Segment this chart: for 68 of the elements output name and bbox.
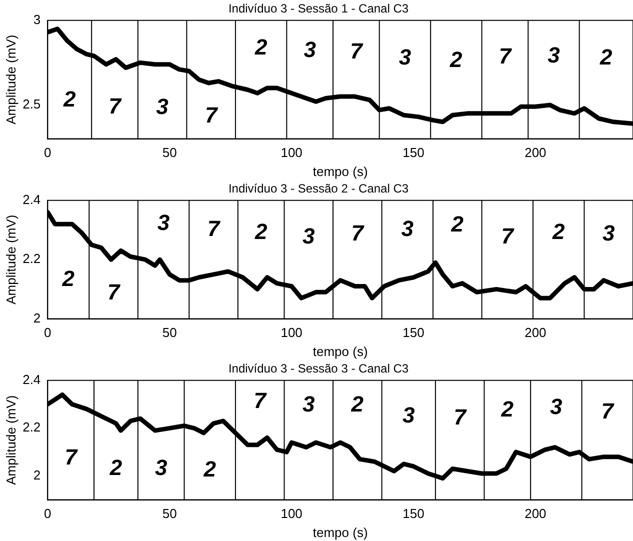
annotation: 2 <box>551 218 566 244</box>
annotation: 2 <box>500 396 514 422</box>
y-tick-label: 2.2 <box>22 420 41 435</box>
annotation: 2 <box>254 34 268 60</box>
annotation: 7 <box>501 223 516 248</box>
annotation: 3 <box>157 210 170 236</box>
annotation: 7 <box>454 404 468 430</box>
annotation: 2 <box>450 212 464 237</box>
x-tick-label: 100 <box>280 506 302 522</box>
x-tick-label: 100 <box>280 145 302 160</box>
chart-title: Indivíduo 3 - Sessão 1 - Canal C3 <box>228 2 409 16</box>
annotation: 7 <box>204 102 219 128</box>
annotation: 2 <box>61 266 76 291</box>
annotation: 3 <box>548 42 560 68</box>
y-tick-label: 2.5 <box>22 96 41 112</box>
x-tick-label: 150 <box>402 506 424 522</box>
annotation: 7 <box>601 398 616 424</box>
annotation: 2 <box>449 46 464 72</box>
annotation: 3 <box>550 394 562 419</box>
annotation: 7 <box>351 220 366 246</box>
x-axis-title: tempo (s) <box>312 344 368 359</box>
y-axis-title: Amplitude (mV) <box>3 395 18 485</box>
y-tick-label: 2.4 <box>22 372 41 387</box>
annotation: 2 <box>599 44 614 70</box>
x-tick-label: 100 <box>280 325 302 340</box>
annotation: 7 <box>498 44 513 69</box>
y-tick-label: 2.4 <box>22 192 41 207</box>
y-tick-label: 2.2 <box>22 251 41 266</box>
annotation: 2 <box>202 456 217 482</box>
y-axis-title: Amplitude (mV) <box>3 34 18 124</box>
annotation: 3 <box>302 392 315 417</box>
x-tick-label: 200 <box>524 506 546 522</box>
x-tick-label: 150 <box>402 145 424 160</box>
x-tick-label: 200 <box>524 145 546 160</box>
annotation: 7 <box>108 93 123 118</box>
y-axis-title: Amplitude (mV) <box>3 214 18 304</box>
annotation: 2 <box>108 455 123 480</box>
annotation: 3 <box>401 216 414 241</box>
annotation: 3 <box>402 402 415 428</box>
y-tick-label: 3 <box>33 12 41 27</box>
annotation: 3 <box>602 220 615 246</box>
y-tick-label: 2 <box>33 468 41 482</box>
x-tick-label: 150 <box>402 325 424 340</box>
annotation: 7 <box>107 279 122 304</box>
annotation: 3 <box>304 36 316 62</box>
annotation: 2 <box>254 218 268 244</box>
x-axis-title: tempo (s) <box>312 524 368 540</box>
annotation: 3 <box>154 455 168 480</box>
annotation: 7 <box>350 38 364 64</box>
chart-title: Indivíduo 3 - Sessão 2 - Canal C3 <box>228 182 409 196</box>
annotation: 7 <box>64 444 79 470</box>
x-tick-label: 200 <box>524 325 546 340</box>
x-tick-label: 0 <box>44 506 52 522</box>
x-tick-label: 50 <box>162 145 177 160</box>
annotation: 7 <box>207 216 222 241</box>
annotation: 2 <box>62 86 76 112</box>
annotation: 3 <box>398 44 412 70</box>
x-axis-title: tempo (s) <box>312 164 368 179</box>
x-tick-label: 50 <box>162 506 177 522</box>
y-tick-label: 2 <box>33 310 41 326</box>
x-tick-label: 0 <box>44 145 52 160</box>
x-tick-label: 0 <box>44 325 52 340</box>
x-tick-label: 50 <box>162 325 177 340</box>
annotation: 2 <box>350 392 364 417</box>
annotation: 3 <box>156 94 168 120</box>
chart-title: Indivíduo 3 - Sessão 3 - Canal C3 <box>228 362 409 376</box>
annotation: 3 <box>302 223 315 248</box>
annotation: 7 <box>254 388 268 413</box>
